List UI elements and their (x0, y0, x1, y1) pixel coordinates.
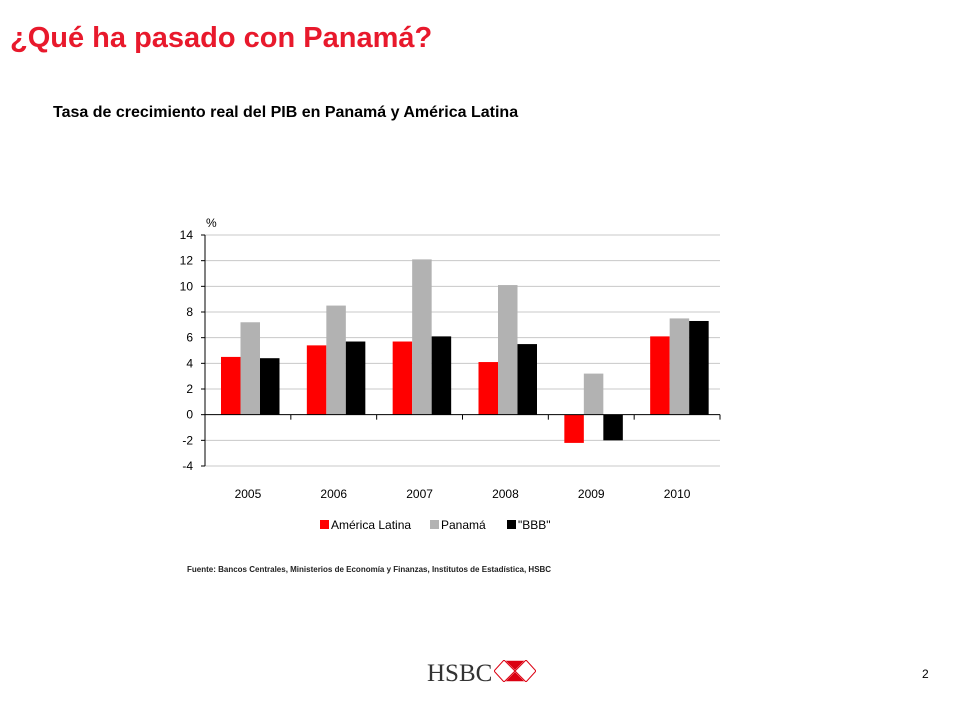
bar-2006-2 (345, 341, 366, 415)
bar-2010-0 (650, 336, 670, 415)
logo-text: HSBC (427, 660, 493, 687)
y-tick-label: -2 (182, 433, 193, 447)
bar-2010-1 (669, 318, 690, 415)
x-tick-label: 2007 (406, 487, 433, 501)
legend-swatch (430, 520, 439, 529)
y-tick-label: -4 (182, 459, 193, 473)
bar-2008-0 (478, 362, 498, 415)
legend-label: América Latina (331, 518, 411, 532)
y-tick-label: 0 (186, 408, 193, 422)
bar-2009-2 (603, 414, 623, 441)
y-tick-label: 12 (180, 254, 194, 268)
x-tick-label: 2009 (578, 487, 605, 501)
y-tick-label: 6 (186, 331, 193, 345)
bar-2008-2 (517, 344, 537, 415)
bar-2008-1 (498, 285, 518, 415)
tick-labels: 14 12 10 8 6 4 2 0 -2 -4% 2005 2006 2007 2008 2009 2010 (180, 216, 691, 501)
legend-label: Panamá (441, 518, 486, 532)
x-tick-label: 2006 (320, 487, 347, 501)
page-number: 2 (922, 667, 929, 681)
bar-2007-2 (431, 336, 452, 415)
bars (221, 259, 709, 443)
x-tick-label: 2010 (664, 487, 691, 501)
bar-2006-1 (326, 305, 346, 415)
grid-lines (205, 234, 720, 467)
bar-2006-0 (306, 345, 327, 415)
bar-2005-0 (221, 356, 241, 415)
x-tick-label: 2008 (492, 487, 519, 501)
slide-title: ¿Qué ha pasado con Panamá? (10, 22, 433, 54)
y-tick-label: 2 (186, 382, 193, 396)
bar-2007-0 (392, 341, 413, 415)
axes (201, 234, 721, 467)
y-tick-label: 4 (186, 356, 193, 370)
chart-heading: Tasa de crecimiento real del PIB en Pana… (53, 104, 519, 121)
bar-2010-2 (689, 320, 709, 415)
y-tick-label: 10 (180, 279, 194, 293)
y-tick-label: 8 (186, 305, 193, 319)
legend-label: "BBB" (518, 518, 551, 532)
bar-2009-1 (583, 373, 604, 415)
bar-2005-1 (240, 322, 260, 415)
legend-swatch (320, 520, 329, 529)
hexagon-logo-icon (494, 660, 536, 682)
y-axis-label: % (206, 216, 217, 230)
bar-2009-0 (564, 414, 584, 443)
bar-2007-1 (412, 259, 432, 415)
y-tick-label: 14 (180, 228, 194, 242)
bar-2005-2 (260, 358, 280, 415)
hsbc-logo: HSBC (427, 657, 537, 689)
x-tick-label: 2005 (235, 487, 262, 501)
source-note: Fuente: Bancos Centrales, Ministerios de… (187, 565, 552, 574)
legend-swatch (507, 520, 516, 529)
legend: América Latina Panamá "BBB" (320, 518, 551, 532)
